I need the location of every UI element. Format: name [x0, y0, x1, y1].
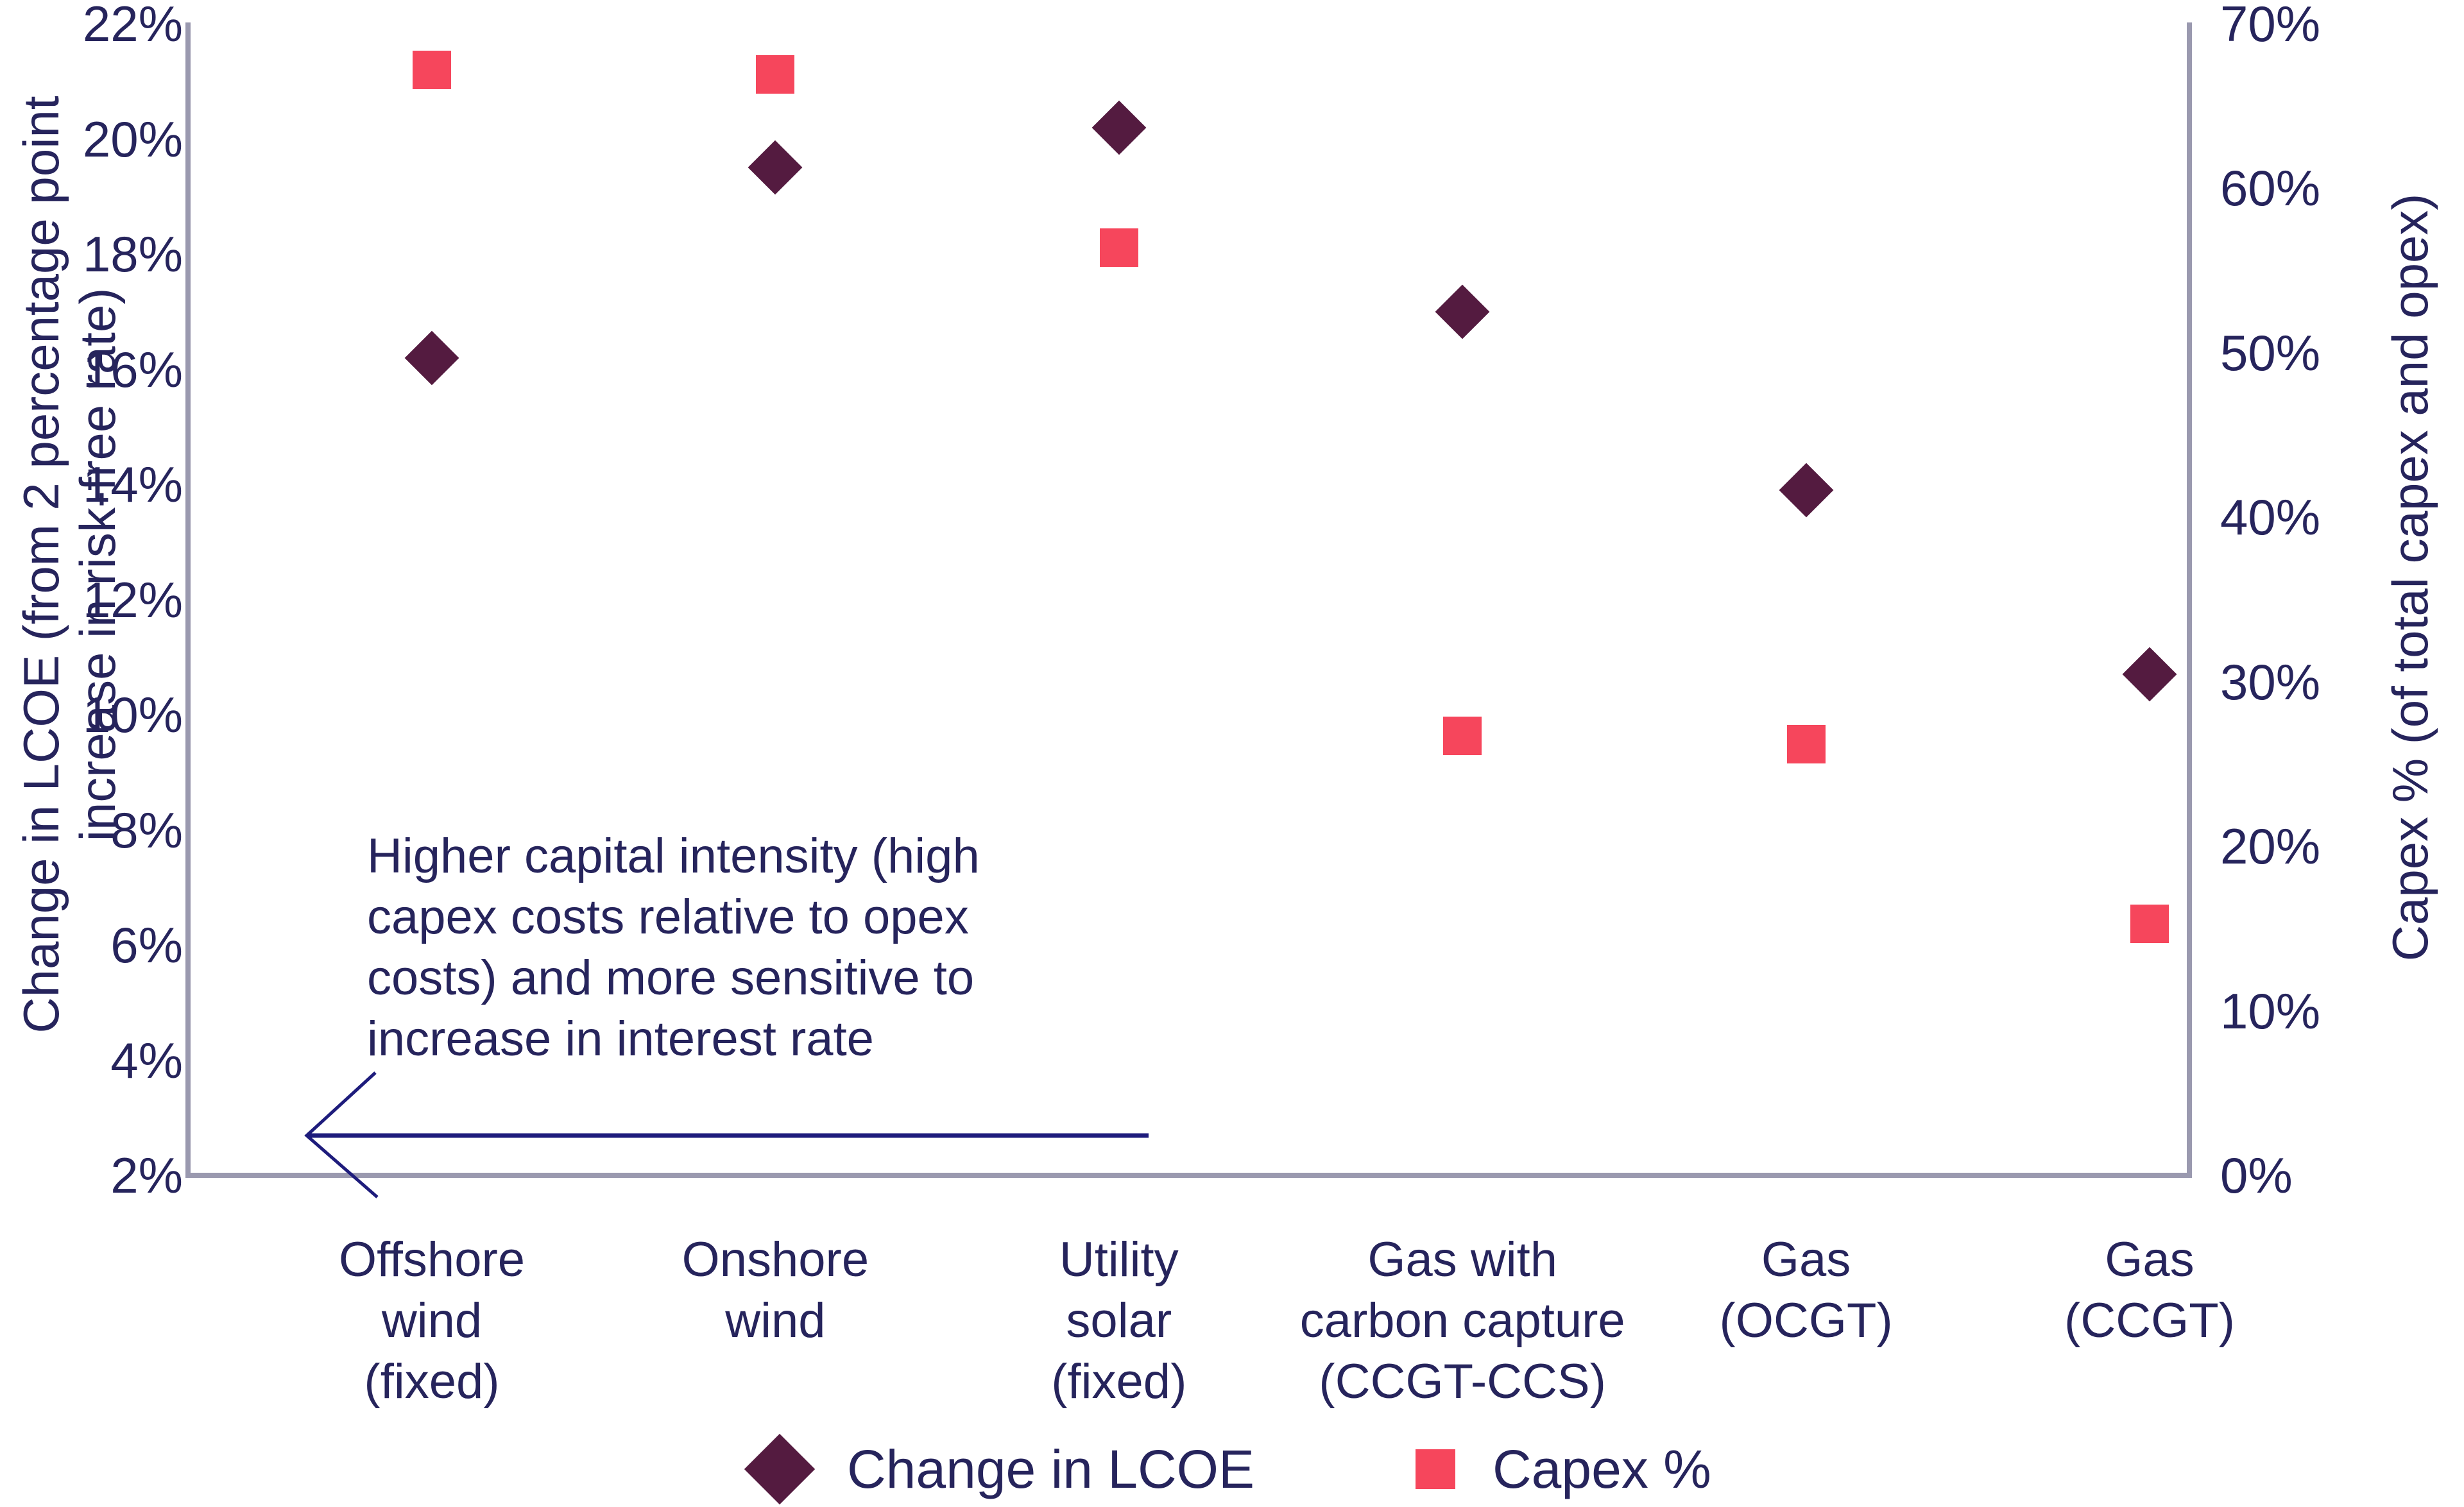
x-axis-category-label: Gas (OCGT) [1582, 1229, 2031, 1351]
square-marker [1099, 228, 1138, 267]
left-axis-tick-label: 12% [82, 571, 183, 628]
square-marker [1443, 717, 1482, 756]
x-axis-category-line: carbon capture [1299, 1293, 1625, 1348]
x-axis-category-line: Gas [2105, 1232, 2194, 1287]
right-axis-tick-label: 30% [2220, 653, 2321, 710]
x-axis-category-line: (CCGT-CCS) [1319, 1354, 1606, 1409]
x-axis-category-label: Offshore wind (fixed) [207, 1229, 656, 1412]
left-axis-tick-label: 10% [82, 686, 183, 743]
right-axis-line [2187, 22, 2192, 1178]
right-axis-tick-label: 20% [2220, 818, 2321, 875]
right-axis-title: Capex % (of total capex and opex) [2382, 96, 2446, 1059]
diamond-marker [748, 140, 803, 195]
annotation-line: Higher capital intensity (high [367, 829, 980, 883]
square-marker [2130, 904, 2169, 943]
left-axis-tick-label: 6% [110, 917, 183, 973]
left-axis-tick-label: 2% [110, 1147, 183, 1204]
right-axis-tick-label: 40% [2220, 489, 2321, 546]
legend-square-icon [1416, 1449, 1455, 1489]
annotation-line: capex costs relative to opex [367, 890, 969, 944]
left-axis-line [185, 22, 191, 1178]
left-axis-tick-label: 14% [82, 456, 183, 513]
legend-diamond-icon [744, 1433, 816, 1505]
left-axis-tick-label: 16% [82, 341, 183, 398]
annotation-text: Higher capital intensity (high capex cos… [367, 826, 980, 1069]
annotation-line: increase in interest rate [367, 1012, 874, 1066]
left-axis-tick-label: 8% [110, 801, 183, 858]
legend-label-change-in-lcoe: Change in LCOE [847, 1439, 1255, 1499]
right-axis-tick-label: 10% [2220, 982, 2321, 1039]
annotation-line: costs) and more sensitive to [367, 951, 975, 1005]
left-axis-tick-label: 4% [110, 1032, 183, 1089]
right-axis-tick-label: 0% [2220, 1147, 2293, 1204]
x-axis-category-line: solar [1066, 1293, 1172, 1348]
right-axis-tick-label: 60% [2220, 160, 2321, 217]
x-axis-category-line: wind [725, 1293, 826, 1348]
legend-label-capex: Capex % [1493, 1439, 1711, 1499]
x-axis-category-line: Onshore [681, 1232, 869, 1287]
x-axis-category-label: Utility solar (fixed) [894, 1229, 1344, 1412]
diamond-marker [404, 330, 459, 385]
x-axis-line [185, 1173, 2192, 1178]
left-axis-tick-label: 22% [82, 0, 183, 52]
diamond-marker [1435, 284, 1490, 339]
x-axis-category-line: (fixed) [1051, 1354, 1187, 1409]
x-axis-category-label: Gas (CCGT) [1925, 1229, 2374, 1351]
x-axis-category-label: Gas with carbon capture (CCGT-CCS) [1238, 1229, 1687, 1412]
diamond-marker [2122, 647, 2177, 702]
left-axis-tick-label: 20% [82, 110, 183, 167]
x-axis-category-line: (OCGT) [1719, 1293, 1893, 1348]
square-marker [1786, 725, 1826, 764]
x-axis-category-label: Onshore wind [551, 1229, 1000, 1351]
x-axis-category-line: (CCGT) [2064, 1293, 2235, 1348]
x-axis-category-line: Utility [1059, 1232, 1179, 1287]
right-axis-tick-label: 70% [2220, 0, 2321, 52]
square-marker [756, 55, 795, 94]
x-axis-category-line: Offshore [338, 1232, 526, 1287]
x-axis-category-line: wind [381, 1293, 483, 1348]
x-axis-category-line: Gas [1761, 1232, 1851, 1287]
diamond-marker [1779, 463, 1834, 518]
x-axis-category-line: (fixed) [364, 1354, 500, 1409]
left-axis-tick-label: 18% [82, 226, 183, 282]
diamond-marker [1091, 100, 1147, 155]
x-axis-category-line: Gas with [1367, 1232, 1558, 1287]
right-axis-title-line: Capex % (of total capex and opex) [2382, 193, 2438, 962]
right-axis-tick-label: 50% [2220, 324, 2321, 381]
square-marker [413, 50, 451, 89]
